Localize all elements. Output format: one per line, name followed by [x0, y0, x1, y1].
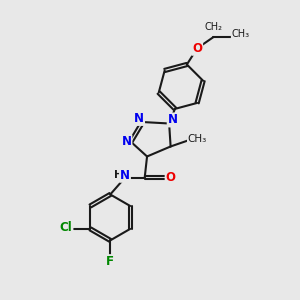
Text: O: O [166, 171, 176, 184]
Text: H: H [114, 170, 123, 180]
Text: N: N [122, 135, 131, 148]
Text: CH₃: CH₃ [231, 29, 250, 39]
Text: F: F [106, 255, 114, 268]
Text: O: O [192, 42, 202, 55]
Text: CH₂: CH₂ [204, 22, 222, 32]
Text: Cl: Cl [59, 221, 72, 234]
Text: N: N [168, 113, 178, 127]
Text: N: N [120, 169, 130, 182]
Text: CH₃: CH₃ [188, 134, 207, 144]
Text: N: N [134, 112, 144, 125]
